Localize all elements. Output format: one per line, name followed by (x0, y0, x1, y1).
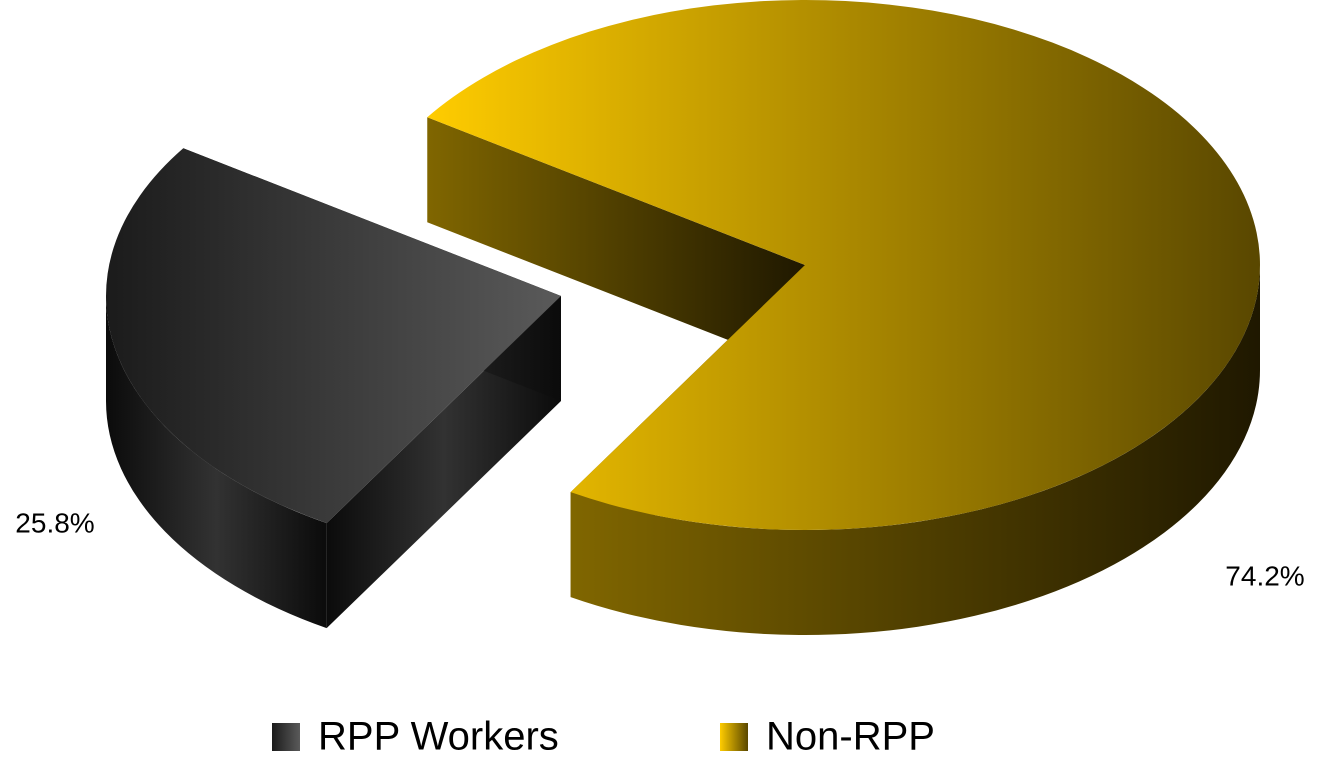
legend-swatch (720, 723, 748, 751)
data-label: 25.8% (15, 507, 94, 538)
slice-side (427, 117, 805, 371)
slice-wall (570, 265, 1260, 635)
data-label: 74.2% (1225, 560, 1304, 591)
slice-side (326, 296, 561, 629)
legend-label: RPP Workers (318, 715, 559, 759)
slice (105, 148, 562, 524)
slice-wall (106, 296, 327, 629)
pie-tops (105, 0, 1260, 530)
legend-label: Non-RPP (766, 715, 935, 759)
legend-swatch (272, 723, 300, 751)
slice (427, 0, 1260, 530)
